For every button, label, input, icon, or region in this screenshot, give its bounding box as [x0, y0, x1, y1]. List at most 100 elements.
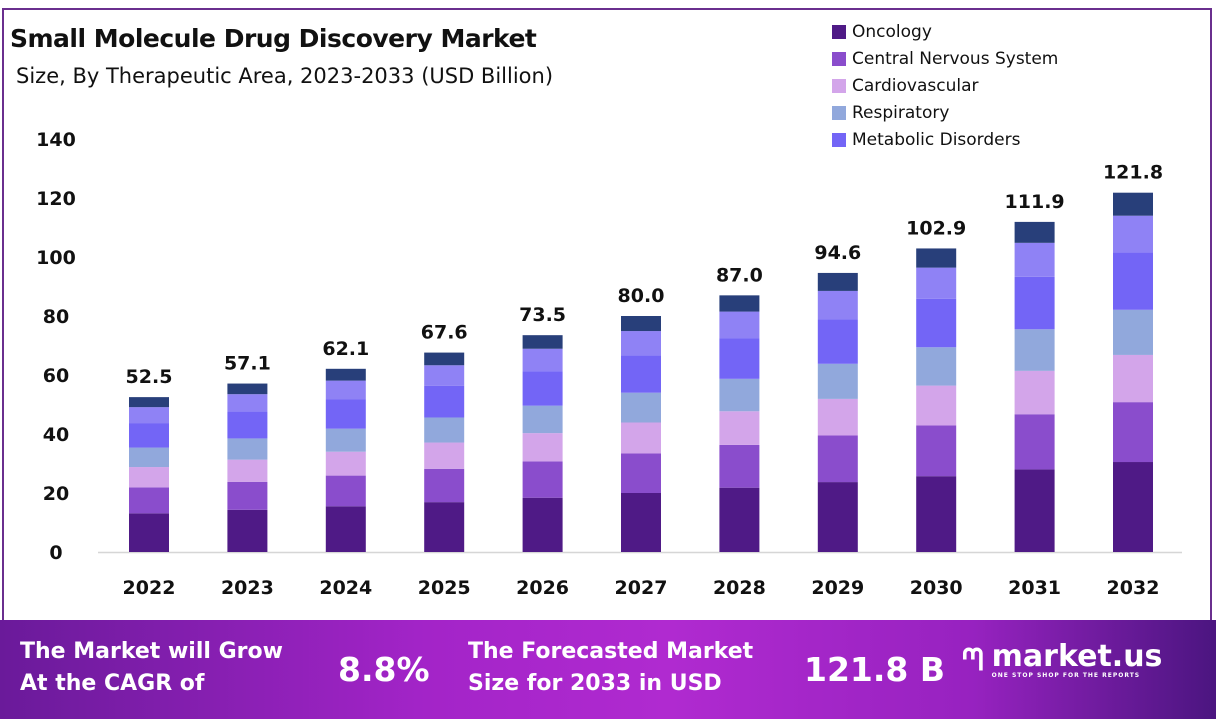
total-data-label: 102.9 [906, 217, 966, 239]
bar-segment-series-7 [227, 383, 268, 395]
x-tick-label: 2029 [811, 577, 864, 599]
x-tick-label: 2031 [1008, 577, 1061, 599]
x-tick-label: 2030 [910, 577, 963, 599]
bar-segment-cardiovascular [1113, 354, 1153, 403]
bar-segment-respiratory [817, 363, 858, 399]
bar-segment-oncology [522, 497, 563, 552]
cagr-label-line2: At the CAGR of [20, 671, 205, 696]
bar-segment-metabolic-disorders [1113, 252, 1153, 310]
legend-label: Cardiovascular [852, 75, 979, 96]
bar-segment-cardiovascular [424, 442, 465, 469]
legend-item: Cardiovascular [832, 72, 1058, 99]
legend-label: Metabolic Disorders [852, 129, 1021, 150]
bar-segment-cardiovascular [1014, 370, 1055, 415]
bar-segment-series-6 [817, 290, 858, 320]
bar-segment-series-7 [916, 248, 957, 268]
bar-segment-series-6 [916, 267, 957, 299]
bar-segment-oncology [1113, 462, 1153, 552]
legend: Oncology Central Nervous System Cardiovasc… [832, 18, 1058, 153]
legend-label: Respiratory [852, 102, 950, 123]
bar-segment-series-7 [817, 272, 858, 291]
bar-segment-central-nervous-system [916, 425, 957, 477]
total-data-label: 57.1 [224, 353, 271, 375]
legend-swatch [832, 51, 846, 66]
bar-segment-oncology [227, 509, 268, 552]
logo-mark-icon: ᘉ [962, 643, 984, 678]
bar-segment-series-7 [621, 316, 661, 332]
y-tick-label: 140 [36, 129, 76, 151]
bar-segment-central-nervous-system [719, 444, 760, 488]
bar-segment-oncology [1014, 469, 1055, 552]
stacked-bar-chart: 0 20 40 60 80 100 120 140 52.5 2022 57.1 2023 62.1 20… [36, 129, 1182, 599]
bar-segment-cardiovascular [817, 398, 858, 436]
bar-segment-metabolic-disorders [325, 399, 366, 429]
bar-segment-metabolic-disorders [129, 423, 169, 448]
legend-swatch [832, 78, 846, 93]
x-tick-label: 2022 [123, 577, 176, 599]
bar-segment-series-7 [1014, 221, 1055, 243]
bar-segment-respiratory [719, 378, 760, 412]
bar-segment-cardiovascular [129, 467, 169, 488]
bar-segment-oncology [424, 502, 465, 552]
legend-label: Oncology [852, 21, 932, 42]
bar-segment-series-6 [325, 380, 366, 400]
bar-segment-respiratory [424, 417, 465, 443]
bar-segment-cardiovascular [522, 433, 563, 462]
x-tick-label: 2024 [319, 577, 372, 599]
y-tick-label: 20 [43, 483, 69, 505]
y-tick-label: 120 [36, 188, 76, 210]
logo-tagline: ONE STOP SHOP FOR THE REPORTS [991, 672, 1141, 679]
bar-segment-central-nervous-system [325, 475, 366, 507]
chart-title: Small Molecule Drug Discovery Market [10, 24, 537, 53]
bar-segment-metabolic-disorders [424, 385, 465, 418]
total-data-label: 87.0 [716, 264, 763, 286]
bar-segment-series-7 [719, 295, 760, 312]
bar-segment-cardiovascular [719, 411, 760, 445]
forecast-label-line1: The Forecasted Market [468, 639, 754, 664]
y-tick-label: 80 [43, 306, 69, 328]
legend-swatch [832, 24, 846, 39]
bar-segment-metabolic-disorders [522, 371, 563, 406]
y-tick-label: 60 [43, 365, 69, 387]
bar-segment-central-nervous-system [817, 435, 858, 483]
bar-segment-cardiovascular [621, 422, 661, 454]
y-tick-label: 100 [36, 247, 76, 269]
bar-segment-metabolic-disorders [621, 355, 661, 393]
logo: ᘉ market.us ONE STOP SHOP FOR THE REPORT… [962, 639, 1163, 680]
logo-name: market.us [991, 639, 1163, 674]
bar-segment-oncology [129, 513, 169, 552]
forecast-value: 121.8 B [804, 650, 946, 689]
legend-item: Central Nervous System [832, 45, 1058, 72]
total-data-label: 121.8 [1103, 162, 1163, 184]
bar-segment-cardiovascular [916, 385, 957, 426]
cagr-label: The Market will Grow At the CAGR of [20, 636, 283, 700]
bar-segment-series-7 [1113, 192, 1153, 216]
bar-segment-central-nervous-system [522, 461, 563, 498]
bar-segment-metabolic-disorders [1014, 276, 1055, 330]
cagr-value: 8.8% [338, 650, 430, 689]
bar-segment-central-nervous-system [129, 487, 169, 514]
forecast-label-line2: Size for 2033 in USD [468, 671, 722, 696]
bar-segment-respiratory [1014, 329, 1055, 371]
bar-segment-oncology [325, 506, 366, 552]
chart-frame [2, 8, 1212, 620]
bar-segment-respiratory [129, 447, 169, 468]
total-data-label: 67.6 [421, 322, 468, 344]
bar-segment-central-nervous-system [1014, 414, 1055, 470]
bar-segment-central-nervous-system [621, 453, 661, 493]
x-tick-label: 2032 [1107, 577, 1160, 599]
x-tick-label: 2025 [418, 577, 471, 599]
bar-segment-series-7 [522, 335, 563, 349]
bar-segment-series-6 [621, 331, 661, 356]
forecast-label: The Forecasted Market Size for 2033 in U… [468, 636, 753, 700]
bar-segment-metabolic-disorders [916, 298, 957, 348]
bar-segment-respiratory [916, 347, 957, 386]
legend-item: Respiratory [832, 99, 1058, 126]
x-tick-label: 2028 [713, 577, 766, 599]
y-tick-label: 0 [49, 542, 62, 564]
x-tick-label: 2023 [221, 577, 274, 599]
bar-segment-metabolic-disorders [817, 319, 858, 364]
bar-segment-respiratory [227, 438, 268, 460]
total-data-label: 52.5 [126, 366, 173, 388]
total-data-label: 94.6 [814, 242, 861, 264]
